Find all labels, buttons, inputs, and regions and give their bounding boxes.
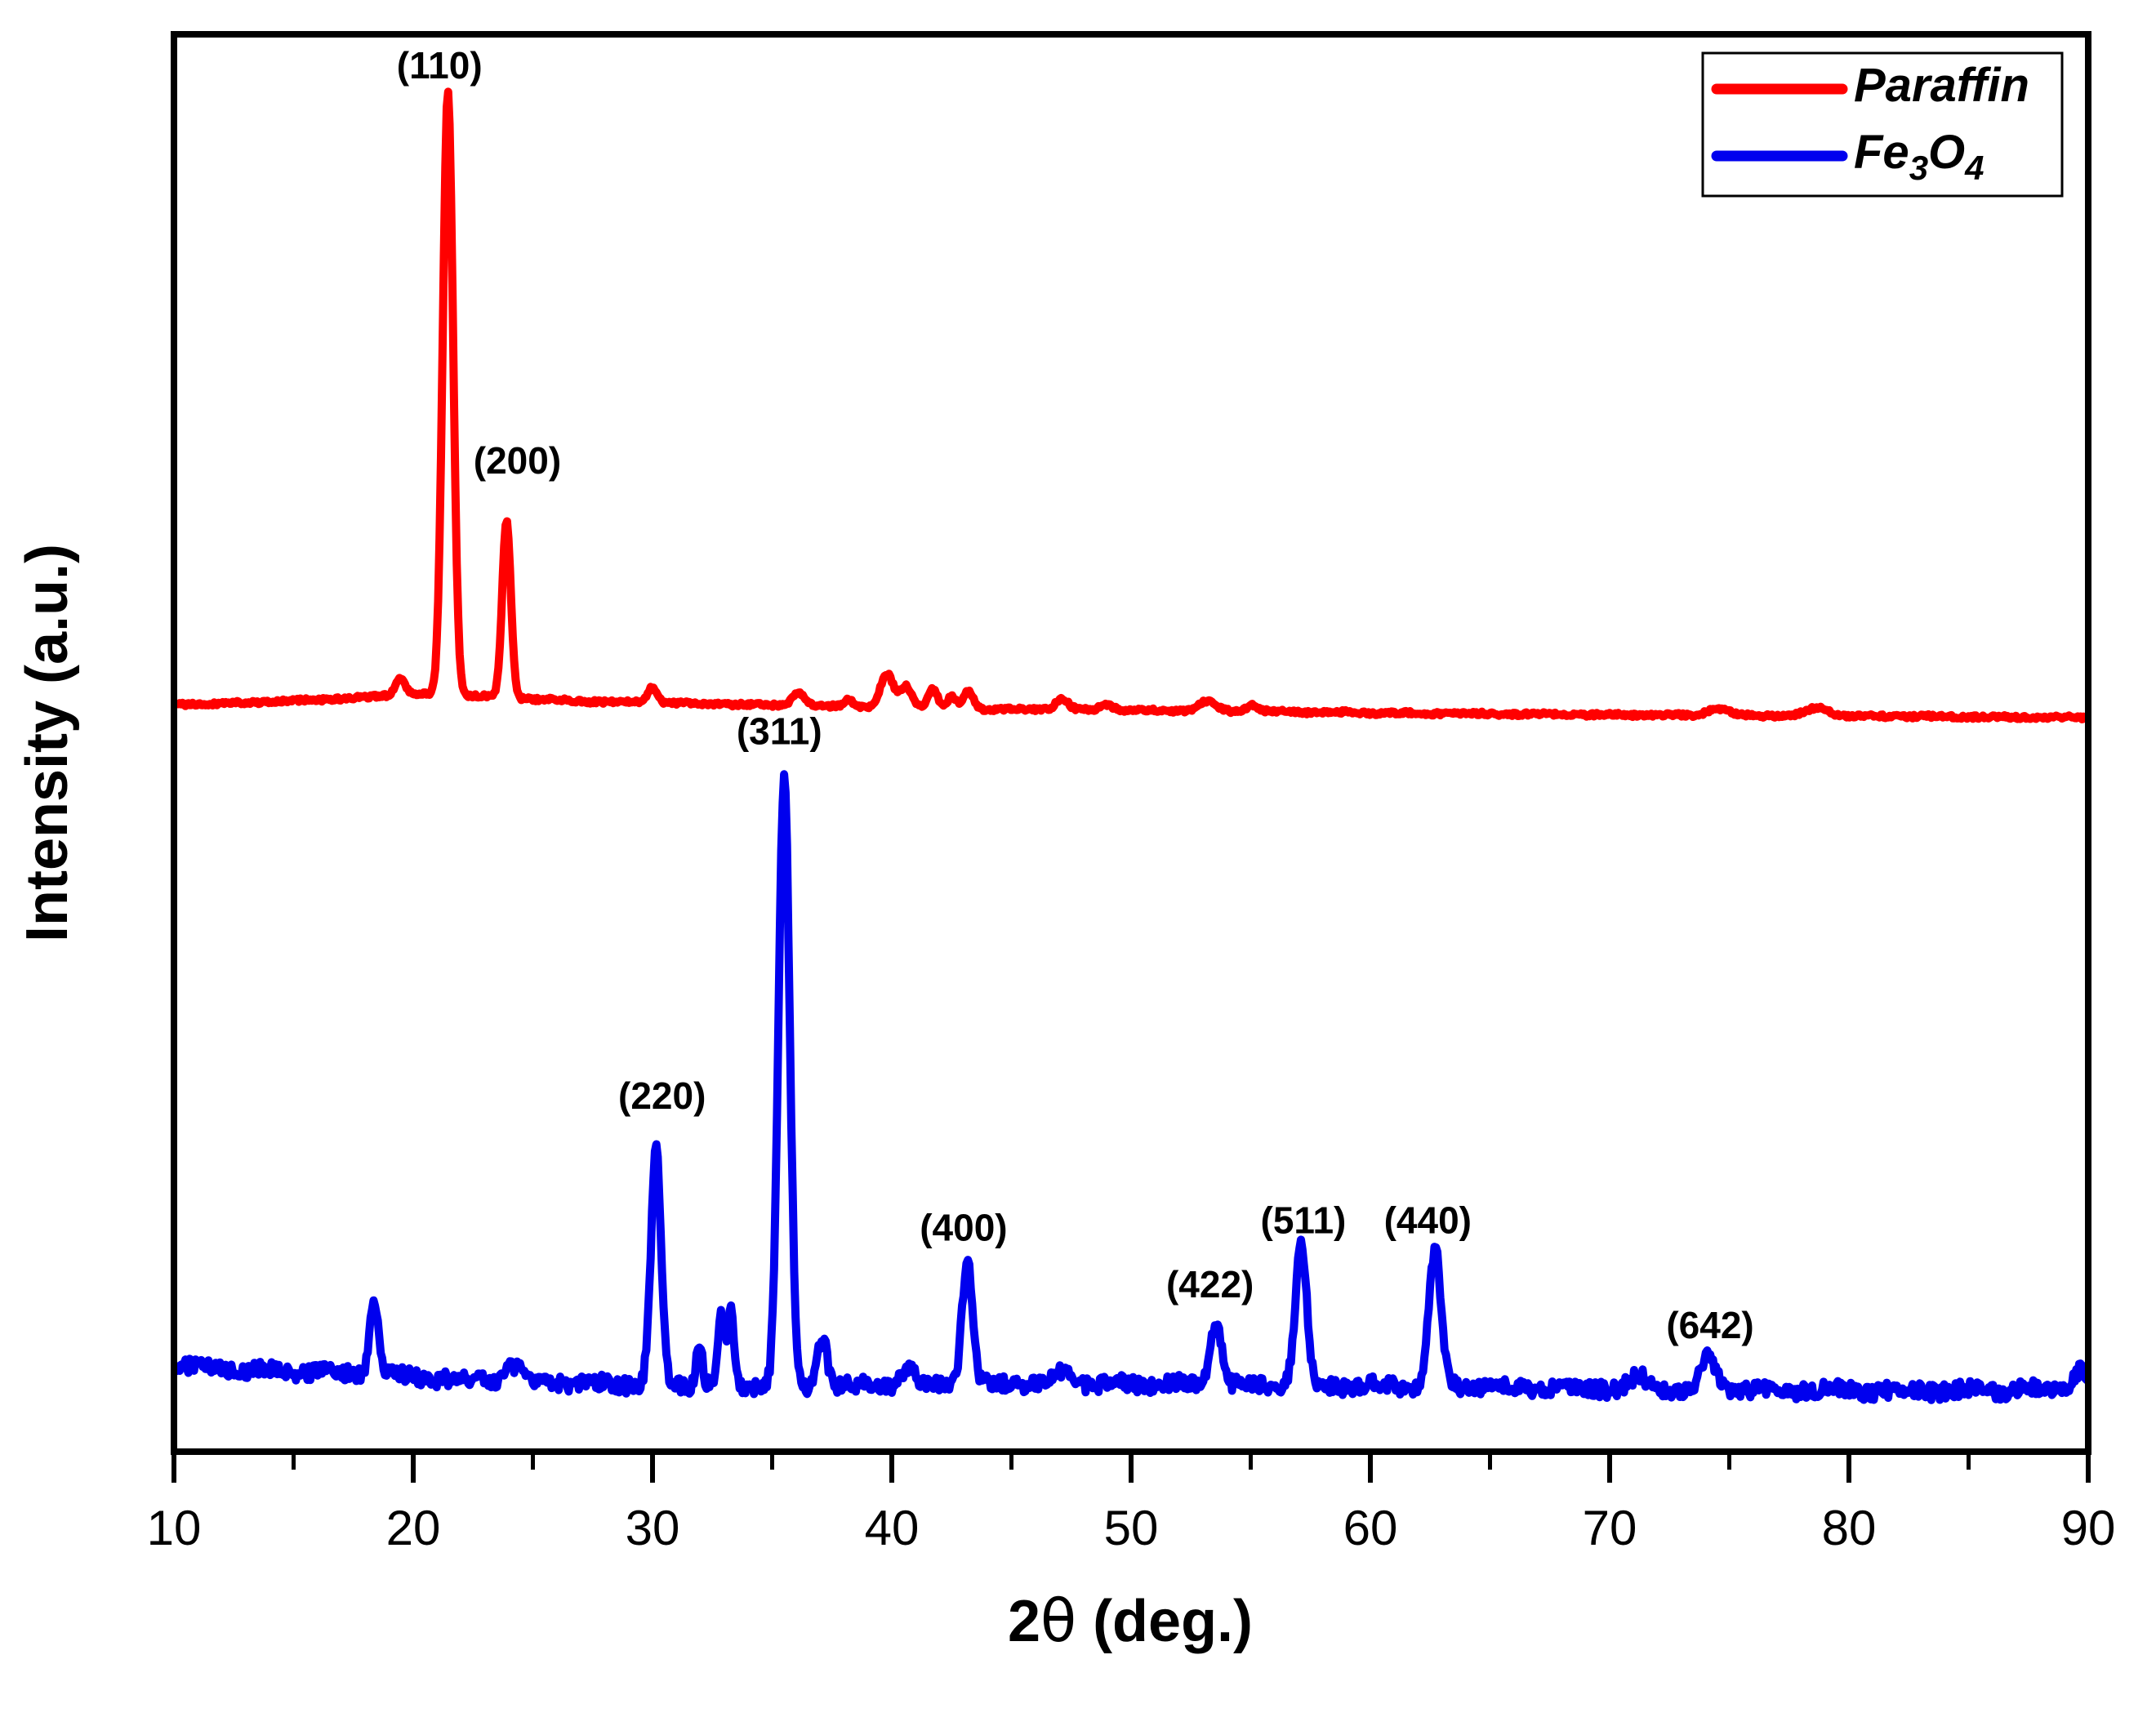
x-tick-label: 10 [147,1501,202,1555]
x-tick-label: 70 [1583,1501,1637,1555]
legend-label-fe3o4: Fe3O4 [1854,126,1984,187]
peak-annotation: (440) [1384,1199,1472,1242]
peak-annotation: (422) [1166,1263,1254,1306]
paraffin-curve [174,87,2088,723]
x-tick-label: 40 [865,1501,920,1555]
y-axis-title: Intensity (a.u.) [15,544,80,942]
legend: Paraffin Fe3O4 [1701,51,2064,198]
peak-annotation: (511) [1261,1199,1347,1242]
peak-annotation: (200) [474,439,561,482]
plot-border [171,31,2091,1455]
peak-annotation: (642) [1666,1304,1753,1346]
fe3o4-curve [174,770,2088,1404]
x-tick-label: 30 [626,1501,680,1555]
x-tick-label: 90 [2061,1501,2116,1555]
x-tick-label: 60 [1343,1501,1398,1555]
legend-label-paraffin: Paraffin [1854,59,2029,112]
x-axis-ticks: 10 20 30 40 50 60 70 80 90 [147,1452,2116,1555]
peak-annotation: (311) [737,710,822,753]
peak-annotation: (110) [397,44,483,87]
peak-annotation: (400) [920,1206,1007,1248]
legend-frame [1701,51,2064,198]
x-tick-label: 80 [1822,1501,1877,1555]
peak-annotation: (220) [618,1074,706,1117]
peak-annotations: (110) (200) (311) (220) (400) (422)(511) (440)… [397,44,1754,1346]
x-axis-title: 2θ (deg.) [1008,1586,1253,1655]
x-tick-label: 50 [1104,1501,1159,1555]
x-tick-label: 20 [386,1501,441,1555]
